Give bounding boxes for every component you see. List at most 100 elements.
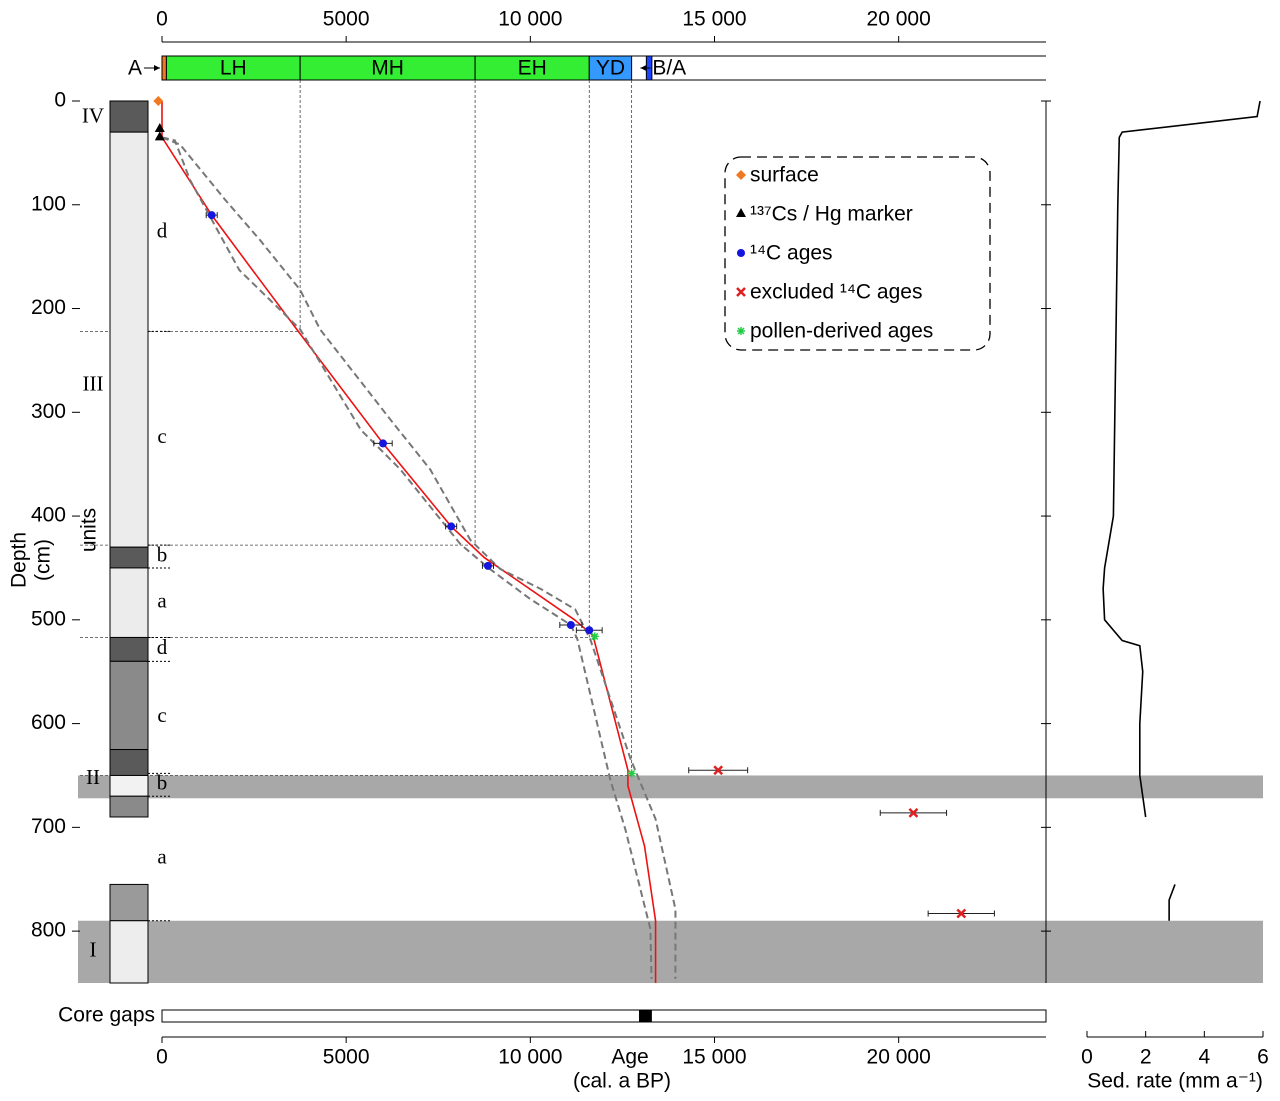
- legend-box: [724, 156, 991, 351]
- line: [161, 136, 653, 979]
- legend-marker: [736, 170, 746, 180]
- x-label: (cal. a BP): [573, 1070, 671, 1093]
- lithology-layer: [109, 920, 149, 984]
- lithology-layer: [109, 636, 149, 662]
- point: [154, 123, 165, 133]
- subunit-label: a: [157, 844, 167, 868]
- lithology-layer: [109, 131, 149, 548]
- core-gaps-label: Core gaps: [58, 1004, 155, 1027]
- chronozone-label: LH: [220, 57, 247, 80]
- chronozone: [165, 55, 301, 81]
- x-tick-label: 10 000: [498, 1046, 562, 1069]
- y-tick-label: 700: [31, 815, 66, 838]
- x-tick-label: 15 000: [682, 1046, 746, 1069]
- core-gaps-bar: [161, 1009, 1047, 1023]
- point: [585, 626, 594, 635]
- units-label: units: [78, 508, 101, 552]
- subunit-label: c: [157, 424, 166, 448]
- legend-marker: [736, 208, 746, 217]
- point: [483, 561, 492, 570]
- point: [566, 621, 575, 630]
- subunit-label: b: [157, 542, 168, 566]
- legend-marker: [737, 249, 745, 257]
- subunit-label: b: [157, 771, 168, 795]
- point: [956, 908, 967, 919]
- arrow-head: [154, 65, 160, 71]
- shaded-band: [78, 775, 1263, 799]
- shaded-band: [78, 920, 1263, 983]
- legend-label: ¹⁴C ages: [750, 242, 833, 265]
- x-tick-label: 2: [1140, 1046, 1152, 1069]
- point: [713, 765, 724, 776]
- subunit-label: d: [157, 635, 168, 659]
- y-label: Depth: [8, 532, 31, 588]
- chronozone: [474, 55, 590, 81]
- y-tick-label: 600: [31, 711, 66, 734]
- point: [154, 131, 165, 141]
- lithology-layer: [109, 795, 149, 818]
- x-tick-label: 6: [1257, 1046, 1269, 1069]
- chronozone-label: YD: [596, 57, 625, 80]
- core-gap: [638, 1010, 652, 1022]
- y-label: (cm): [32, 539, 55, 581]
- legend-label: ¹³⁷Cs / Hg marker: [750, 203, 913, 226]
- point: [590, 632, 599, 641]
- legend-label: pollen-derived ages: [750, 320, 933, 343]
- lithology-layer: [109, 774, 149, 797]
- y-tick-label: 800: [31, 919, 66, 942]
- point: [379, 439, 387, 448]
- lithology-layer: [109, 883, 149, 922]
- point: [447, 522, 456, 531]
- unit-label: II: [86, 765, 100, 789]
- legend-label: excluded ¹⁴C ages: [750, 281, 922, 304]
- unit-label: I: [90, 938, 97, 962]
- subunit-label: d: [157, 219, 168, 243]
- y-tick-label: 500: [31, 607, 66, 630]
- lithology-layer: [109, 546, 149, 569]
- x-tick-label: 5000: [323, 1046, 370, 1069]
- point: [207, 211, 216, 220]
- x-tick-label: 5000: [323, 8, 370, 31]
- chronozone-label: B/A: [652, 57, 686, 80]
- subunit-label: a: [157, 589, 167, 613]
- unit-label: III: [83, 372, 104, 396]
- x-tick-label: 4: [1198, 1046, 1210, 1069]
- x-label: Sed. rate (mm a⁻¹): [1087, 1070, 1263, 1093]
- x-tick-label: 0: [156, 1046, 168, 1069]
- lithology-layer: [109, 567, 149, 638]
- y-tick-label: 300: [31, 400, 66, 423]
- x-tick-label: 20 000: [867, 1046, 931, 1069]
- background: [78, 775, 1263, 983]
- unit-label: IV: [82, 103, 104, 127]
- y-tick-label: 100: [31, 192, 66, 215]
- lithology-layer: [109, 660, 149, 751]
- legend-marker: [737, 327, 745, 335]
- x-tick-label: 20 000: [867, 8, 931, 31]
- legend-label: surface: [750, 164, 819, 187]
- point: [627, 769, 636, 778]
- arrow-head: [640, 65, 647, 71]
- line: [1102, 100, 1261, 921]
- x-tick-label: 0: [1081, 1046, 1093, 1069]
- chronozone-label: MH: [371, 57, 404, 80]
- line: [161, 101, 657, 983]
- chronozone-label: A: [128, 57, 142, 80]
- x-tick-label: 0: [156, 8, 168, 31]
- subunit-label: c: [157, 703, 166, 727]
- line: [161, 136, 677, 979]
- y-tick-label: 400: [31, 504, 66, 527]
- chronozone: [588, 55, 633, 81]
- chronozone: [299, 55, 476, 81]
- y-tick-label: 0: [54, 89, 66, 112]
- lithology-layer: [109, 749, 149, 776]
- legend-marker: [736, 287, 746, 297]
- x-tick-label: 15 000: [682, 8, 746, 31]
- y-tick-label: 200: [31, 296, 66, 319]
- chronozone: [161, 55, 167, 81]
- point: [153, 96, 164, 106]
- x-label: Age: [611, 1046, 648, 1069]
- x-tick-label: 10 000: [498, 8, 562, 31]
- point: [908, 807, 919, 818]
- lithology-layer: [109, 100, 149, 133]
